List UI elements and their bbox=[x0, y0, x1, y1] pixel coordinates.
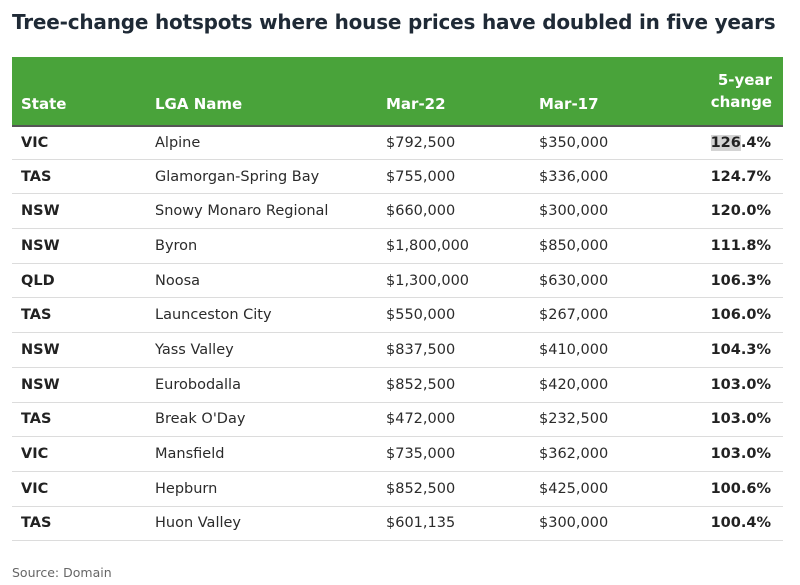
cell-change: 106.0% bbox=[710, 307, 771, 324]
cell-mar-17: $630,000 bbox=[539, 272, 609, 289]
cell-mar-17: $410,000 bbox=[539, 341, 609, 358]
cell-change: 100.6% bbox=[710, 480, 771, 497]
table-row: QLD Noosa $1,300,000 $630,000 106.3% bbox=[12, 264, 783, 299]
table-row: TAS Break O'Day $472,000 $232,500 103.0% bbox=[12, 403, 783, 438]
cell-mar-22: $660,000 bbox=[386, 203, 456, 220]
table-row: NSW Snowy Monaro Regional $660,000 $300,… bbox=[12, 194, 783, 230]
table-row: NSW Byron $1,800,000 $850,000 111.8% bbox=[12, 229, 783, 264]
cell-mar-22: $852,500 bbox=[386, 376, 456, 393]
header-state: State bbox=[21, 95, 67, 113]
cell-lga: Glamorgan-Spring Bay bbox=[155, 168, 320, 185]
cell-mar-22: $1,800,000 bbox=[386, 237, 470, 254]
table-row: NSW Yass Valley $837,500 $410,000 104.3% bbox=[12, 333, 783, 368]
page-title: Tree-change hotspots where house prices … bbox=[12, 10, 776, 34]
cell-lga: Launceston City bbox=[155, 307, 272, 324]
cell-mar-22: $601,135 bbox=[386, 515, 456, 532]
header-mar-17: Mar-17 bbox=[539, 95, 599, 113]
cell-mar-22: $735,000 bbox=[386, 446, 456, 463]
cell-change: 126.4% bbox=[710, 134, 771, 151]
cell-state: VIC bbox=[21, 446, 49, 463]
cell-change: 106.3% bbox=[710, 272, 771, 289]
cell-state: NSW bbox=[21, 376, 60, 393]
cell-lga: Byron bbox=[155, 237, 198, 254]
header-lga-name: LGA Name bbox=[155, 95, 243, 113]
cell-state: NSW bbox=[21, 237, 60, 254]
cell-state: NSW bbox=[21, 341, 60, 358]
cell-lga: Yass Valley bbox=[155, 341, 234, 358]
cell-mar-17: $420,000 bbox=[539, 376, 609, 393]
cell-mar-22: $837,500 bbox=[386, 341, 456, 358]
table-row: NSW Eurobodalla $852,500 $420,000 103.0% bbox=[12, 368, 783, 403]
cell-state: VIC bbox=[21, 480, 49, 497]
table-row: TAS Launceston City $550,000 $267,000 10… bbox=[12, 298, 783, 334]
cell-state: QLD bbox=[21, 272, 55, 289]
cell-lga: Eurobodalla bbox=[155, 376, 241, 393]
cell-mar-17: $300,000 bbox=[539, 203, 609, 220]
cell-state: TAS bbox=[21, 307, 52, 324]
cell-state: NSW bbox=[21, 203, 60, 220]
cell-change: 111.8% bbox=[710, 237, 771, 254]
price-table: State LGA Name Mar-22 Mar-17 5-year chan… bbox=[12, 57, 783, 542]
cell-lga: Snowy Monaro Regional bbox=[155, 203, 329, 220]
header-5-year-change: 5-year change bbox=[711, 69, 772, 113]
cell-mar-22: $792,500 bbox=[386, 134, 456, 151]
cell-change: 104.3% bbox=[710, 341, 771, 358]
cell-mar-17: $350,000 bbox=[539, 134, 609, 151]
cell-mar-17: $362,000 bbox=[539, 446, 609, 463]
cell-mar-17: $336,000 bbox=[539, 168, 609, 185]
cell-change-rest: .4% bbox=[740, 134, 771, 151]
cell-change: 103.0% bbox=[710, 411, 771, 428]
cell-change: 124.7% bbox=[710, 168, 771, 185]
table-row: VIC Hepburn $852,500 $425,000 100.6% bbox=[12, 472, 783, 507]
cell-lga: Noosa bbox=[155, 272, 201, 289]
cell-change: 103.0% bbox=[710, 376, 771, 393]
cell-mar-17: $232,500 bbox=[539, 411, 609, 428]
source-note: Source: Domain bbox=[12, 565, 112, 580]
cell-mar-17: $300,000 bbox=[539, 515, 609, 532]
table-row: VIC Mansfield $735,000 $362,000 103.0% bbox=[12, 437, 783, 472]
text-selection-highlight: 126 bbox=[710, 134, 741, 151]
cell-mar-17: $267,000 bbox=[539, 307, 609, 324]
cell-lga: Mansfield bbox=[155, 446, 225, 463]
cell-lga: Hepburn bbox=[155, 480, 218, 497]
cell-mar-22: $550,000 bbox=[386, 307, 456, 324]
cell-change: 120.0% bbox=[710, 203, 771, 220]
cell-lga: Alpine bbox=[155, 134, 201, 151]
table-row: TAS Glamorgan-Spring Bay $755,000 $336,0… bbox=[12, 160, 783, 195]
cell-lga: Huon Valley bbox=[155, 515, 242, 532]
cell-mar-22: $472,000 bbox=[386, 411, 456, 428]
header-change-line-1: 5-year bbox=[717, 71, 772, 89]
cell-state: TAS bbox=[21, 411, 52, 428]
cell-change: 103.0% bbox=[710, 446, 771, 463]
header-change-line-2: change bbox=[710, 93, 772, 111]
table-header: State LGA Name Mar-22 Mar-17 5-year chan… bbox=[12, 57, 783, 125]
cell-change: 100.4% bbox=[710, 515, 771, 532]
cell-state: TAS bbox=[21, 515, 52, 532]
cell-mar-17: $425,000 bbox=[539, 480, 609, 497]
cell-mar-17: $850,000 bbox=[539, 237, 609, 254]
table-row: TAS Huon Valley $601,135 $300,000 100.4% bbox=[12, 507, 783, 542]
cell-mar-22: $852,500 bbox=[386, 480, 456, 497]
cell-state: VIC bbox=[21, 134, 49, 151]
header-mar-22: Mar-22 bbox=[386, 95, 446, 113]
cell-mar-22: $1,300,000 bbox=[386, 272, 470, 289]
cell-state: TAS bbox=[21, 168, 52, 185]
cell-mar-22: $755,000 bbox=[386, 168, 456, 185]
table-row: VIC Alpine $792,500 $350,000 126.4% bbox=[12, 125, 783, 160]
cell-lga: Break O'Day bbox=[155, 411, 246, 428]
